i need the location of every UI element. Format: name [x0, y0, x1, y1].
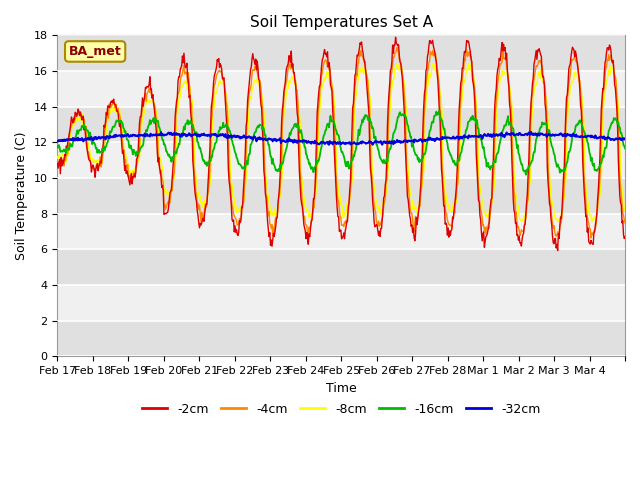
Bar: [58, 249, 625, 285]
Legend: -2cm, -4cm, -8cm, -16cm, -32cm: -2cm, -4cm, -8cm, -16cm, -32cm: [137, 398, 545, 420]
Text: BA_met: BA_met: [68, 45, 122, 58]
Title: Soil Temperatures Set A: Soil Temperatures Set A: [250, 15, 433, 30]
Bar: [58, 107, 625, 143]
Bar: [58, 178, 625, 214]
Bar: [58, 321, 625, 356]
X-axis label: Time: Time: [326, 382, 356, 395]
Bar: [58, 214, 625, 249]
Bar: [58, 36, 625, 71]
Bar: [58, 143, 625, 178]
Y-axis label: Soil Temperature (C): Soil Temperature (C): [15, 132, 28, 260]
Bar: [58, 285, 625, 321]
Bar: [58, 71, 625, 107]
